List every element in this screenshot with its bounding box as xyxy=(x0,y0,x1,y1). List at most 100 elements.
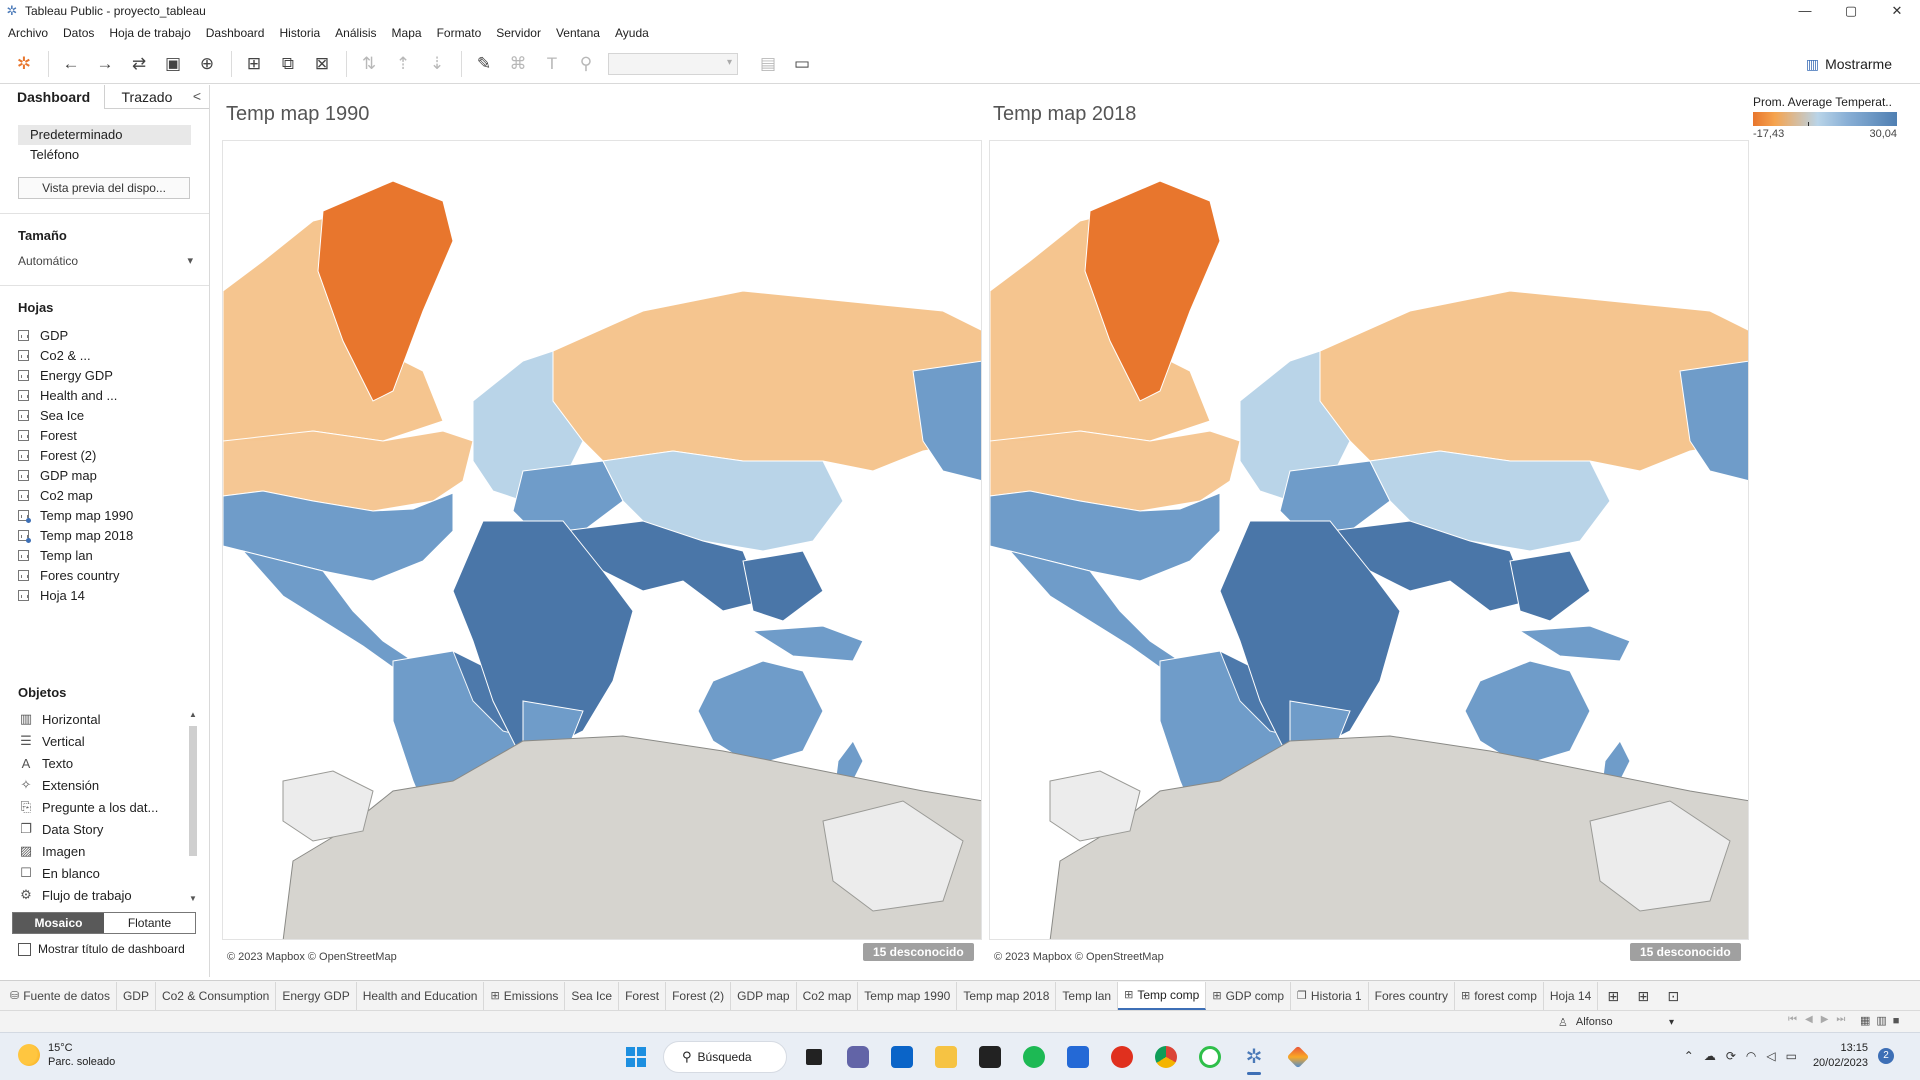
clear-sheet-icon[interactable]: ⊠ xyxy=(314,53,330,73)
show-me-button[interactable]: ▥ Mostrarme xyxy=(1806,50,1892,78)
sheet-navigation[interactable]: ⏮◀▶⏭ xyxy=(1788,1014,1854,1025)
swap-icon[interactable]: ⇅ xyxy=(361,53,377,73)
sheet-tab[interactable]: Forest (2) xyxy=(666,981,732,1010)
menu-item-mapa[interactable]: Mapa xyxy=(391,26,422,40)
object-item[interactable]: A Texto xyxy=(0,752,210,774)
replay-icon[interactable]: ⇄ xyxy=(131,53,147,73)
sheet-tab[interactable]: Co2 & Consumption xyxy=(156,981,277,1010)
size-select[interactable]: Automático xyxy=(18,251,193,271)
sheet-list-item[interactable]: GDP xyxy=(18,325,191,345)
file-explorer-icon[interactable] xyxy=(928,1039,964,1075)
git-icon[interactable] xyxy=(1280,1039,1316,1075)
sort-ascending-icon[interactable]: ⇡ xyxy=(395,53,411,73)
mode-floating-button[interactable]: Flotante xyxy=(127,916,172,930)
new-data-source-icon[interactable]: ⊕ xyxy=(199,53,215,73)
device-default[interactable]: Predeterminado xyxy=(18,125,191,145)
sheet-list-item[interactable]: Temp map 2018 xyxy=(18,525,191,545)
sheet-tab[interactable]: Health and Education xyxy=(357,981,485,1010)
sheet-tab[interactable]: ⊞ Temp comp xyxy=(1118,981,1207,1010)
menu-item-análisis[interactable]: Análisis xyxy=(335,26,377,40)
teams-chat-icon[interactable] xyxy=(840,1039,876,1075)
mode-tiled-button[interactable]: Mosaico xyxy=(13,913,104,933)
objects-scrollbar[interactable]: ▲ ▼ xyxy=(188,710,198,906)
taskbar-search[interactable]: ⚲ Búsqueda xyxy=(663,1041,787,1073)
sheet-tab[interactable]: ⛁ Fuente de datos xyxy=(4,981,117,1010)
sheet-tab[interactable]: Sea Ice xyxy=(565,981,620,1010)
sheet-tab[interactable]: GDP xyxy=(117,981,156,1010)
menu-item-ventana[interactable]: Ventana xyxy=(555,26,600,40)
sheet-tab[interactable]: Temp map 2018 xyxy=(957,981,1057,1010)
maximize-button[interactable]: ▢ xyxy=(1844,3,1858,18)
object-item[interactable]: ⚙ Flujo de trabajo xyxy=(0,884,210,906)
acrobat-icon[interactable] xyxy=(1104,1039,1140,1075)
sheet-list-item[interactable]: Co2 & ... xyxy=(18,345,191,365)
object-item[interactable]: ☐ En blanco xyxy=(0,862,210,884)
sheet-tab[interactable]: ⊞ GDP comp xyxy=(1206,981,1292,1010)
sheet-tab[interactable]: Co2 map xyxy=(797,981,859,1010)
menu-item-servidor[interactable]: Servidor xyxy=(496,26,541,40)
temp-map-1990[interactable] xyxy=(222,140,982,940)
sheet-tab[interactable]: GDP map xyxy=(731,981,797,1010)
chevron-up-icon[interactable]: ⌃ xyxy=(1683,1049,1694,1063)
weather-widget[interactable]: 15°C Parc. soleado xyxy=(18,1041,115,1069)
menu-item-ayuda[interactable]: Ayuda xyxy=(614,26,649,40)
labels-icon[interactable]: T xyxy=(546,53,558,73)
sheet-list-item[interactable]: Temp lan xyxy=(18,545,191,565)
windows-start-icon[interactable] xyxy=(618,1039,654,1075)
close-button[interactable]: ✕ xyxy=(1891,3,1903,18)
color-legend[interactable]: Prom. Average Temperat.. -17,43 30,04 xyxy=(1753,95,1903,140)
outlook-icon[interactable] xyxy=(884,1039,920,1075)
sheet-list-item[interactable]: GDP map xyxy=(18,465,191,485)
object-item[interactable]: ▨ Imagen xyxy=(0,840,210,862)
show-title-checkbox[interactable] xyxy=(18,942,31,956)
recorder-icon[interactable] xyxy=(1192,1039,1228,1075)
menu-item-formato[interactable]: Formato xyxy=(436,26,482,40)
sheet-list-item[interactable]: Energy GDP xyxy=(18,365,191,385)
sheet-tab[interactable]: Fores country xyxy=(1369,981,1455,1010)
object-item[interactable]: ⎘ Pregunte a los dat... xyxy=(0,796,210,818)
sort-descending-icon[interactable]: ⇣ xyxy=(429,53,445,73)
sheet-list-item[interactable]: Co2 map xyxy=(18,485,191,505)
sheet-tab[interactable]: ⊞ forest comp xyxy=(1455,981,1544,1010)
sheet-list-item[interactable]: Hoja 14 xyxy=(18,585,191,605)
menu-item-archivo[interactable]: Archivo xyxy=(8,26,49,40)
sheet-tab[interactable]: Hoja 14 xyxy=(1544,981,1599,1010)
scroll-down-icon[interactable]: ▼ xyxy=(189,894,197,903)
scroll-thumb[interactable] xyxy=(189,726,197,856)
store-icon[interactable] xyxy=(1060,1039,1096,1075)
fit-dropdown[interactable] xyxy=(608,52,738,75)
menu-item-hoja-de-trabajo[interactable]: Hoja de trabajo xyxy=(109,26,191,40)
sheet-list-item[interactable]: Forest (2) xyxy=(18,445,191,465)
new-story-icon[interactable]: ⊡ xyxy=(1667,987,1680,1004)
object-item[interactable]: ✧ Extensión xyxy=(0,774,210,796)
show-title-row[interactable]: Mostrar título de dashboard xyxy=(18,942,210,956)
sheet-tab[interactable]: ❐ Historia 1 xyxy=(1291,981,1369,1010)
sheet-tab[interactable]: Energy GDP xyxy=(276,981,357,1010)
pin-icon[interactable]: ⚲ xyxy=(579,53,593,73)
temp-map-2018[interactable] xyxy=(989,140,1749,940)
show-cards-icon[interactable]: ▤ xyxy=(759,53,777,73)
battery-icon[interactable]: ▭ xyxy=(1785,1049,1797,1063)
sheet-list-item[interactable]: Forest xyxy=(18,425,191,445)
spotify-icon[interactable] xyxy=(1016,1039,1052,1075)
device-preview-button[interactable]: Vista previa del dispo... xyxy=(18,177,190,199)
minimize-button[interactable]: — xyxy=(1798,3,1812,18)
sheet-tab[interactable]: Forest xyxy=(619,981,667,1010)
unknown-values-badge[interactable]: 15 desconocido xyxy=(1630,943,1741,961)
scroll-up-icon[interactable]: ▲ xyxy=(189,710,197,719)
highlight-icon[interactable]: ✎ xyxy=(476,53,492,73)
object-item[interactable]: ❐ Data Story xyxy=(0,818,210,840)
notifications-badge[interactable]: 2 xyxy=(1878,1048,1894,1064)
tableau-taskbar-icon[interactable]: ✲ xyxy=(1236,1039,1272,1075)
new-sheet-icon[interactable]: ⊞ xyxy=(246,53,262,73)
sheet-tab[interactable]: Temp map 1990 xyxy=(858,981,958,1010)
volume-icon[interactable]: ◁ xyxy=(1766,1049,1776,1063)
save-icon[interactable]: ▣ xyxy=(164,53,182,73)
sheet-list-item[interactable]: Health and ... xyxy=(18,385,191,405)
tab-dashboard[interactable]: Dashboard xyxy=(0,85,105,109)
new-worksheet-icon[interactable]: ⊞ xyxy=(1607,987,1620,1004)
unknown-values-badge[interactable]: 15 desconocido xyxy=(863,943,974,961)
task-view-icon[interactable] xyxy=(796,1039,832,1075)
view-toggles[interactable]: ▦▥■ xyxy=(1860,1015,1906,1027)
duplicate-sheet-icon[interactable]: ⧉ xyxy=(281,53,295,73)
